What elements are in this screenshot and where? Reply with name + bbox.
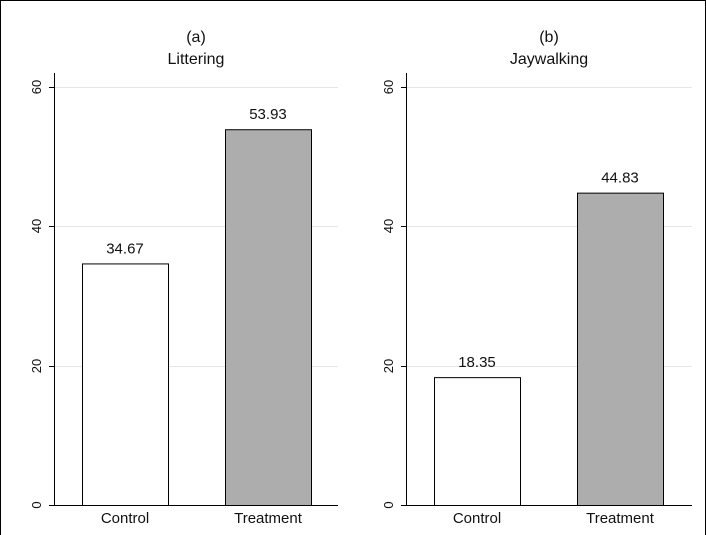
panel-a-y-ticks: 0 20 40 60 — [29, 80, 54, 509]
panel-b-y-ticks: 0 20 40 60 — [381, 80, 406, 509]
panel-b-category-label: Treatment — [586, 510, 655, 527]
panel-b-data-label: 44.83 — [601, 170, 639, 187]
y-tick-label: 60 — [29, 80, 44, 94]
panel-b: 0 20 40 60 (b) Jaywalking Control Treatment… — [381, 29, 692, 527]
bar-treatment — [577, 192, 664, 506]
y-tick-label: 20 — [381, 359, 396, 373]
y-tick-label: 20 — [29, 359, 44, 373]
bar-control — [82, 263, 169, 506]
panel-a-subtitle: Littering — [168, 51, 225, 68]
panel-a-category-label: Control — [101, 510, 149, 527]
panel-a-bars — [82, 129, 312, 506]
panel-b-subtitle: Jaywalking — [510, 51, 588, 68]
panel-b-title: (b) — [539, 29, 559, 46]
panel-a-category-label: Treatment — [234, 510, 303, 527]
y-tick-label: 60 — [381, 80, 396, 94]
panel-b-data-label: 18.35 — [458, 354, 496, 371]
panel-a-title: (a) — [186, 29, 206, 46]
panel-b-category-label: Control — [453, 510, 501, 527]
panel-a-data-label: 53.93 — [249, 106, 287, 123]
y-tick-label: 40 — [29, 219, 44, 233]
panel-b-bars — [434, 192, 664, 506]
y-tick-label: 0 — [381, 501, 396, 508]
panel-a-data-label: 34.67 — [106, 240, 144, 257]
y-tick-label: 0 — [29, 501, 44, 508]
bar-treatment — [225, 129, 312, 506]
bar-control — [434, 377, 521, 506]
y-tick-label: 40 — [381, 219, 396, 233]
